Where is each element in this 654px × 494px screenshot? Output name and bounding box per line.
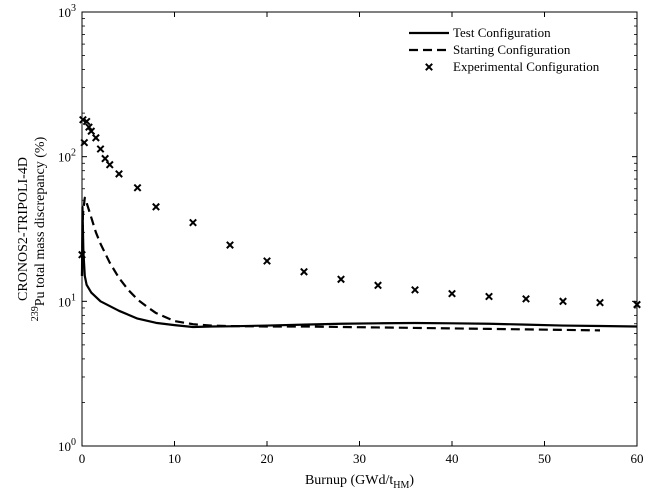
data-point-marker: [485, 292, 493, 301]
x-tick-label: 60: [631, 451, 644, 466]
legend-item: Test Configuration: [409, 25, 551, 40]
legend-label: Starting Configuration: [453, 42, 571, 57]
data-point-marker: [133, 183, 142, 192]
data-point-marker: [105, 160, 114, 169]
x-axis-ticks: 0 10 20 30 40 50 60: [79, 12, 644, 466]
data-point-marker: [85, 123, 93, 132]
legend-label: Test Configuration: [453, 25, 551, 40]
data-point-marker: [82, 117, 91, 126]
data-point-marker: [522, 294, 530, 303]
y-axis-label-line1: CRONOS2-TRIPOLI-4D: [16, 157, 31, 301]
series-1: [80, 205, 638, 329]
data-point-marker: [633, 300, 641, 309]
y-axis-label-line2: 239Pu total mass discrepancy (%): [30, 136, 48, 321]
x-axis-label-main: Burnup (GWd/t: [305, 473, 393, 488]
x-tick-label: 40: [446, 451, 459, 466]
series-line: [80, 196, 601, 332]
x-axis-label: Burnup (GWd/tHM): [305, 473, 414, 491]
x-tick-label: 30: [353, 451, 366, 466]
data-point-marker: [78, 250, 86, 259]
data-point-marker: [115, 170, 123, 178]
y-axis-label: CRONOS2-TRIPOLI-4D 239Pu total mass disc…: [16, 136, 48, 321]
data-point-marker: [96, 145, 105, 153]
legend: Test Configuration Starting Configuration…: [409, 25, 600, 74]
data-point-marker: [101, 154, 110, 163]
plot-frame: [81, 11, 638, 447]
y-tick-label: 103: [58, 3, 76, 20]
y-tick-label: 100: [58, 437, 76, 454]
x-tick-label: 10: [168, 451, 181, 466]
plot-area: [78, 11, 641, 447]
data-point-marker: [448, 289, 456, 298]
series-2: [80, 196, 601, 332]
data-point-marker: [596, 298, 604, 307]
data-point-marker: [300, 267, 308, 276]
series-3: [78, 115, 641, 309]
y-tick-label: 102: [58, 148, 76, 165]
series-group: [78, 115, 641, 332]
data-point-marker: [91, 133, 100, 142]
legend-marker: [425, 63, 433, 71]
legend-label: Experimental Configuration: [453, 59, 600, 74]
data-point-marker: [152, 202, 160, 211]
data-point-marker: [80, 138, 89, 147]
series-line: [80, 205, 638, 329]
y-tick-label: 101: [58, 292, 76, 309]
data-point-marker: [189, 218, 197, 227]
data-point-marker: [226, 241, 234, 249]
data-point-marker: [374, 281, 382, 290]
x-axis-label-subscript: HM: [393, 480, 409, 491]
x-tick-label: 0: [79, 451, 86, 466]
data-point-marker: [337, 275, 345, 284]
data-point-marker: [559, 297, 567, 306]
x-axis-label-close: ): [409, 473, 414, 488]
data-point-marker: [411, 285, 419, 294]
data-point-marker: [263, 257, 271, 265]
data-point-marker: [87, 127, 96, 136]
legend-item: Experimental Configuration: [425, 59, 600, 74]
x-tick-label: 20: [261, 451, 274, 466]
legend-item: Starting Configuration: [409, 42, 571, 57]
y-axis-label-line2-text: Pu total mass discrepancy (%): [33, 136, 48, 306]
y-axis-ticks: 100 101 102 103: [58, 3, 637, 454]
x-tick-label: 50: [538, 451, 551, 466]
y-axis-label-superscript: 239: [30, 306, 41, 321]
